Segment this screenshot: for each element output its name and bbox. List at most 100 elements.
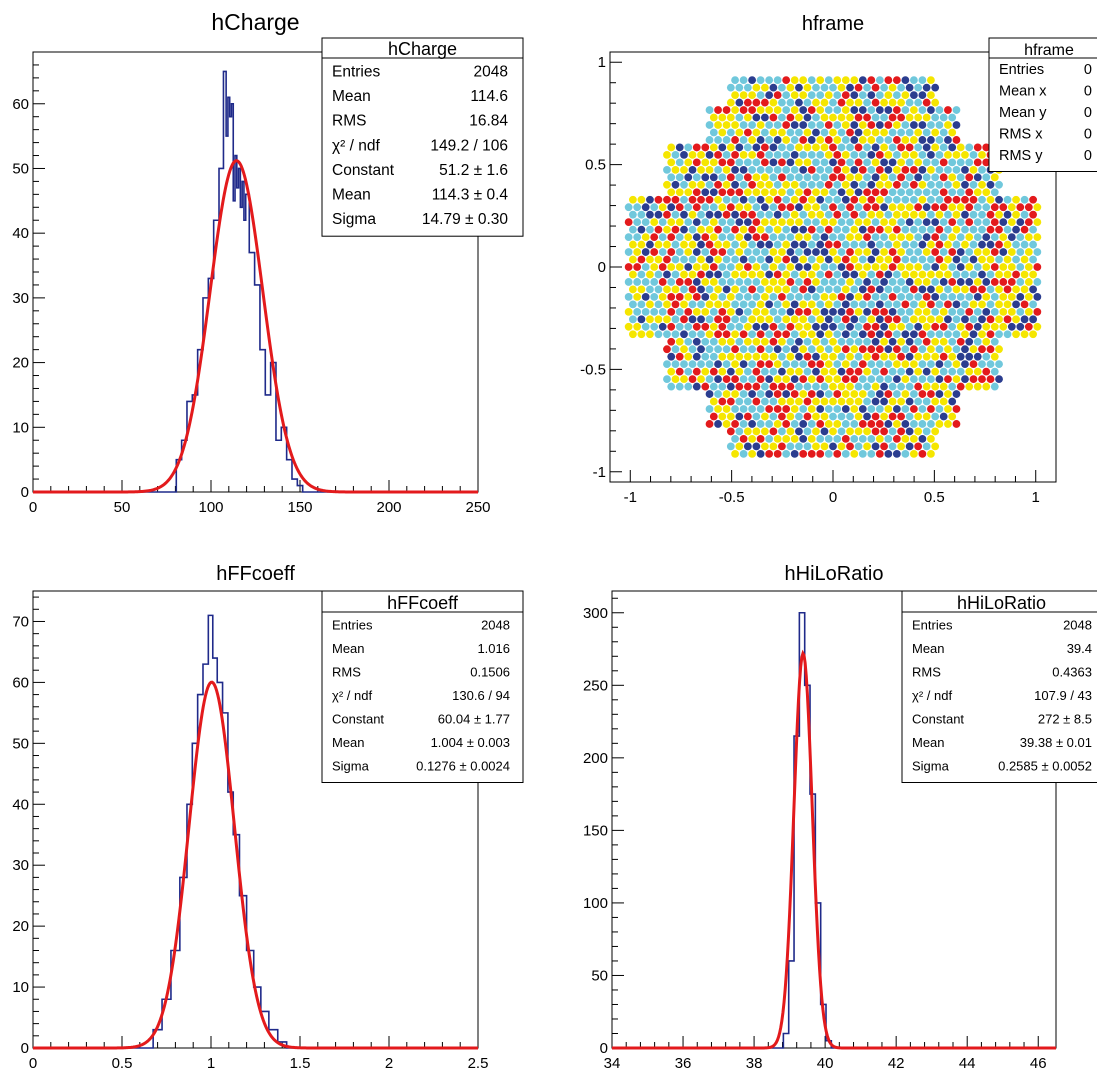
camera-pixel: [956, 367, 965, 376]
camera-pixel: [1003, 330, 1012, 339]
camera-pixel: [782, 449, 791, 458]
camera-pixel: [731, 91, 739, 100]
camera-pixel: [650, 233, 659, 242]
camera-pixel: [914, 128, 923, 137]
camera-pixel: [875, 360, 884, 369]
camera-pixel: [820, 442, 829, 451]
camera-pixel: [718, 322, 727, 331]
camera-pixel: [863, 248, 871, 256]
camera-pixel: [901, 255, 910, 264]
camera-pixel: [986, 315, 995, 324]
camera-pixel: [718, 233, 727, 242]
camera-pixel: [969, 150, 978, 159]
camera-pixel: [892, 285, 901, 294]
camera-pixel: [795, 173, 803, 182]
camera-pixel: [952, 300, 961, 309]
camera-pixel: [944, 405, 952, 413]
camera-pixel: [722, 150, 731, 159]
camera-pixel: [837, 412, 846, 421]
camera-pixel: [986, 210, 995, 219]
y-tick-label: 0: [600, 1040, 608, 1057]
camera-pixel: [931, 307, 940, 316]
camera-pixel: [697, 315, 705, 324]
stats-label: Mean: [332, 735, 365, 750]
stats-label: RMS: [912, 665, 941, 680]
camera-pixel: [969, 165, 978, 174]
camera-pixel: [841, 91, 850, 100]
y-tick-label: 100: [583, 895, 608, 912]
camera-pixel: [922, 352, 931, 361]
camera-pixel: [688, 285, 697, 294]
camera-pixel: [880, 292, 888, 301]
camera-pixel: [927, 121, 935, 129]
camera-pixel: [658, 203, 667, 212]
camera-pixel: [829, 278, 837, 286]
camera-pixel: [773, 434, 782, 443]
camera-pixel: [884, 300, 893, 309]
camera-pixel: [726, 307, 735, 316]
camera-pixel: [650, 307, 659, 316]
camera-pixel: [799, 195, 808, 204]
camera-pixel: [735, 427, 744, 436]
camera-pixel: [918, 315, 927, 324]
camera-pixel: [760, 427, 769, 436]
y-tick-label: 10: [12, 979, 29, 996]
camera-pixel: [735, 128, 744, 137]
camera-pixel: [624, 248, 633, 256]
camera-pixel: [1020, 240, 1029, 249]
camera-pixel: [897, 233, 906, 242]
camera-pixel: [629, 255, 637, 264]
camera-pixel: [952, 240, 961, 249]
camera-pixel: [684, 188, 693, 197]
camera-pixel: [837, 427, 846, 436]
camera-pixel: [790, 405, 799, 413]
camera-pixel: [863, 218, 871, 227]
camera-pixel: [880, 442, 888, 451]
camera-pixel: [990, 307, 999, 316]
camera-pixel: [701, 188, 710, 197]
camera-pixel: [773, 285, 782, 294]
camera-pixel: [863, 412, 871, 421]
camera-pixel: [709, 263, 718, 271]
camera-pixel: [667, 218, 676, 227]
camera-pixel: [812, 427, 820, 436]
camera-pixel: [837, 367, 846, 376]
camera-pixel: [905, 292, 914, 301]
camera-pixel: [782, 315, 791, 324]
stats-value: 149.2 / 106: [430, 137, 508, 154]
camera-pixel: [880, 322, 888, 331]
camera-pixel: [944, 360, 952, 369]
camera-pixel: [756, 210, 765, 219]
camera-pixel: [995, 240, 1003, 249]
camera-pixel: [820, 218, 829, 227]
camera-pixel: [965, 248, 974, 256]
camera-pixel: [939, 218, 948, 227]
camera-pixel: [731, 285, 739, 294]
camera-pixel: [667, 263, 676, 271]
camera-pixel: [948, 113, 957, 122]
camera-pixel: [905, 113, 914, 122]
camera-pixel: [905, 263, 914, 271]
camera-pixel: [956, 203, 965, 212]
camera-pixel: [999, 233, 1008, 242]
camera-pixel: [709, 128, 718, 137]
camera-pixel: [935, 360, 944, 369]
camera-pixel: [948, 203, 957, 212]
camera-pixel: [667, 382, 676, 391]
camera-pixel: [931, 397, 940, 406]
camera-pixel: [931, 173, 940, 182]
camera-pixel: [927, 76, 935, 85]
camera-pixel: [939, 188, 948, 197]
camera-pixel: [841, 375, 850, 384]
camera-pixel: [773, 300, 782, 309]
camera-pixel: [978, 300, 986, 309]
camera-pixel: [688, 195, 697, 204]
camera-pixel: [701, 233, 710, 242]
stats-value: 0: [1084, 84, 1092, 100]
camera-pixel: [739, 106, 748, 114]
camera-pixel: [986, 345, 995, 354]
camera-pixel: [667, 337, 676, 346]
camera-pixel: [897, 322, 906, 331]
camera-pixel: [731, 375, 739, 384]
camera-pixel: [778, 397, 786, 406]
